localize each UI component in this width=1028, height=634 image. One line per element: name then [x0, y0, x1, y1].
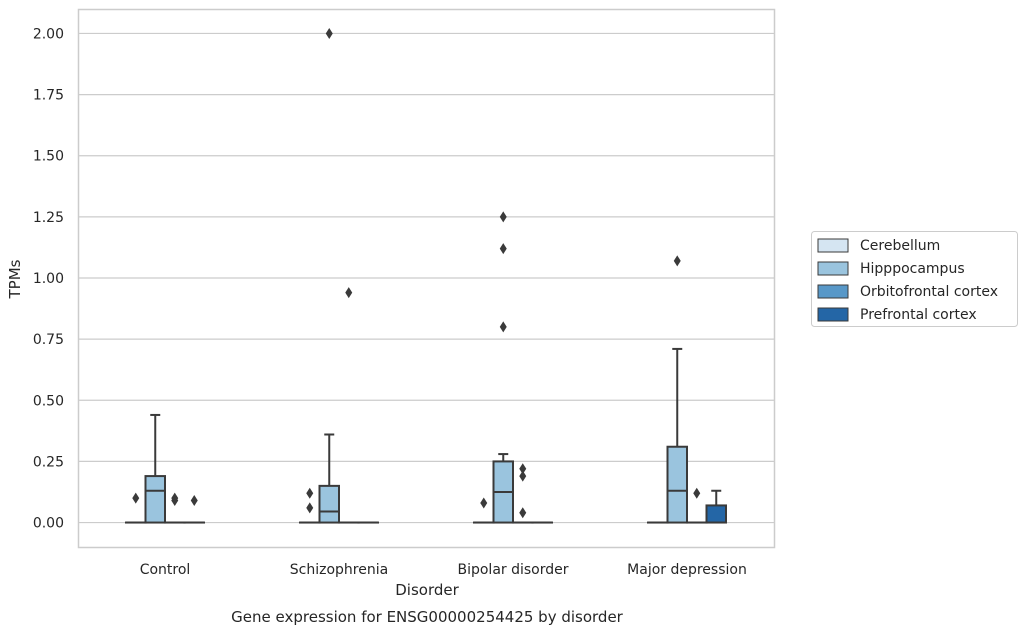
- box-2-3: [686, 487, 708, 524]
- plot-frame: [77, 8, 776, 549]
- box-3-3: [705, 489, 727, 524]
- outlier-point-2: [499, 211, 507, 223]
- outlier-point-0: [190, 495, 198, 507]
- outlier-point-0: [673, 255, 681, 267]
- box-iqr: [666, 445, 688, 524]
- y-tick-labels: 0.00 0.25 0.50 0.75 1.00 1.25 1.50 1.75 2.00: [33, 26, 64, 531]
- y-axis-title: TPMs: [6, 259, 24, 299]
- y-tick-label-6: 1.50: [33, 149, 64, 165]
- outlier-point-0: [345, 287, 353, 299]
- y-tick-label-3: 0.75: [33, 332, 64, 348]
- outlier-point-1: [171, 492, 179, 504]
- legend-label-0: Cerebellum: [860, 238, 940, 254]
- outlier-point-1: [499, 243, 507, 255]
- outlier-point-2: [519, 463, 527, 475]
- x-tick-label-0: Control: [140, 562, 191, 578]
- outlier-point-0: [325, 27, 333, 39]
- outlier-point-1: [519, 470, 527, 482]
- box-2-2: [512, 463, 534, 524]
- y-tick-label-7: 1.75: [33, 88, 64, 104]
- legend-label-2: Orbitofrontal cortex: [860, 284, 998, 300]
- x-tick-labels: Control Schizophrenia Bipolar disorder Majo…: [140, 562, 747, 578]
- x-axis-title: Disorder: [395, 581, 459, 599]
- legend: Cerebellum Hipppocampus Orbitofrontal cort…: [811, 231, 1018, 327]
- box-2-1: [338, 287, 360, 524]
- box-1-2: [492, 211, 514, 524]
- legend-swatch-1: [817, 261, 849, 276]
- box-1-3: [666, 255, 688, 524]
- y-tick-label-4: 1.00: [33, 271, 64, 287]
- y-tick-label-2: 0.50: [33, 393, 64, 409]
- outlier-point-0: [519, 507, 527, 519]
- outlier-point-0: [499, 321, 507, 333]
- box-plot-series: [125, 27, 727, 524]
- chart-caption: Gene expression for ENSG00000254425 by d…: [231, 608, 624, 626]
- box-iqr: [318, 484, 340, 524]
- box-iqr: [144, 475, 166, 524]
- grid-lines: [78, 32, 774, 524]
- outlier-point-0: [306, 502, 314, 514]
- box-1-0: [144, 413, 166, 524]
- box-3-0: [183, 495, 205, 524]
- outlier-point-0: [132, 492, 140, 504]
- box-1-1: [318, 27, 340, 524]
- y-tick-label-1: 0.25: [33, 454, 64, 470]
- y-tick-label-0: 0.00: [33, 516, 64, 532]
- x-tick-label-3: Major depression: [627, 562, 747, 578]
- x-tick-label-2: Bipolar disorder: [457, 562, 568, 578]
- legend-label-3: Prefrontal cortex: [860, 307, 977, 323]
- outlier-point-1: [306, 487, 314, 499]
- legend-label-1: Hipppocampus: [860, 261, 965, 277]
- legend-swatch-2: [817, 284, 849, 299]
- y-tick-label-5: 1.25: [33, 210, 64, 226]
- y-tick-label-8: 2.00: [33, 26, 64, 42]
- legend-swatch-3: [817, 307, 849, 322]
- outlier-point-0: [693, 487, 701, 499]
- legend-swatch-0: [817, 238, 849, 253]
- x-tick-label-1: Schizophrenia: [290, 562, 388, 578]
- outlier-point-0: [480, 497, 488, 509]
- box-2-0: [164, 492, 186, 524]
- box-0-1: [299, 487, 321, 524]
- legend-frame: [811, 231, 1018, 327]
- box-0-0: [125, 492, 147, 524]
- box-0-2: [473, 497, 495, 524]
- box-iqr: [705, 504, 727, 524]
